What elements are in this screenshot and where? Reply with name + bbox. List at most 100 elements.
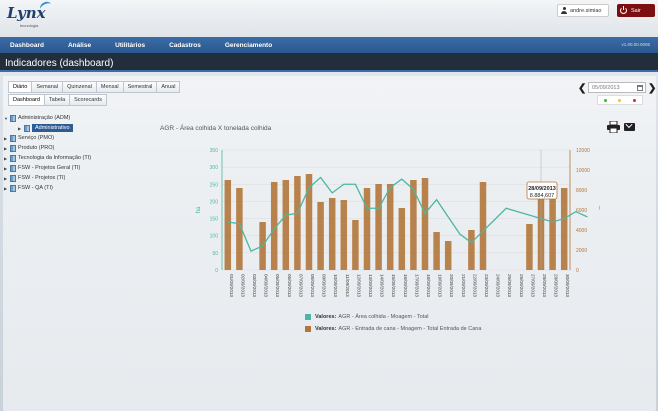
x-tick-label: 10/09/2013	[333, 274, 338, 297]
bar	[479, 182, 487, 270]
expand-arrow-icon[interactable]: ▶	[4, 145, 8, 151]
y2-tick-label: 10000	[576, 168, 590, 174]
top-bar: Lynx tecnologia andre.simiao Sair	[0, 0, 658, 37]
x-tick-label: 12/09/2013	[356, 274, 361, 297]
logout-button[interactable]: Sair	[617, 4, 655, 17]
next-date-button[interactable]: ❯	[648, 83, 657, 94]
y-axis-label: ha	[196, 206, 202, 213]
status-yellow-icon[interactable]	[618, 98, 622, 102]
main-menu: Dashboard Análise Utilitários Cadastros …	[0, 37, 658, 53]
tab-semestral[interactable]: Semestral	[122, 81, 158, 93]
bar	[444, 241, 452, 270]
tooltip-date: 28/09/2013	[528, 186, 556, 192]
bar	[340, 200, 348, 270]
legend-item-line[interactable]: Valores: AGR - Área colhida - Moagem - To…	[305, 311, 481, 323]
expand-arrow-icon[interactable]: ▶	[4, 165, 8, 171]
building-icon	[10, 164, 16, 172]
page-title: Indicadores (dashboard)	[0, 53, 658, 72]
menu-utilitarios[interactable]: Utilitários	[115, 41, 146, 49]
tab-scorecards[interactable]: Scorecards	[69, 94, 107, 106]
tree-item-fsw-qa[interactable]: ▶ FSW - QA (TI)	[4, 184, 53, 192]
building-icon	[10, 144, 16, 152]
expand-arrow-icon[interactable]: ▶	[4, 155, 8, 161]
user-icon	[561, 7, 567, 14]
bar	[386, 184, 394, 270]
email-icon[interactable]	[624, 123, 635, 131]
x-tick-label: 02/09/2013	[240, 274, 245, 297]
bar	[236, 188, 243, 270]
bar	[352, 220, 359, 270]
prev-date-button[interactable]: ❮	[578, 83, 587, 94]
x-tick-label: 04/09/2013	[264, 274, 269, 297]
tab-tabela[interactable]: Tabela	[43, 94, 71, 106]
expand-arrow-icon[interactable]: ▶	[4, 175, 8, 181]
bar	[410, 180, 417, 270]
tree-item-administrativo[interactable]: ▶ Administrativo	[4, 123, 154, 133]
bar	[526, 224, 533, 270]
building-icon	[10, 174, 16, 182]
y2-tick-label: 2000	[576, 248, 587, 254]
tab-dashboard[interactable]: Dashboard	[8, 94, 45, 106]
legend-item-bar[interactable]: Valores: AGR - Entrada de cana - Moagem -…	[305, 323, 481, 335]
expand-arrow-icon[interactable]: ▶	[18, 125, 22, 131]
bar	[224, 180, 232, 270]
x-tick-label: 08/09/2013	[310, 274, 315, 297]
y-tick-label: 350	[210, 148, 219, 154]
x-tick-label: 25/09/2013	[507, 274, 512, 297]
y2-tick-label: 4000	[576, 228, 587, 234]
x-tick-label: 28/09/2013	[542, 274, 547, 297]
tooltip-box	[526, 181, 558, 200]
tree-item-ti[interactable]: ▶ Tecnologia da Informação (TI)	[4, 154, 92, 162]
calendar-icon[interactable]	[637, 85, 643, 91]
tab-semanal[interactable]: Semanal	[31, 81, 64, 93]
chart: 0 50 100 150 200 250 300 350 0 2000 4000 6000 8000 10…	[196, 148, 600, 297]
x-tick-label: 17/09/2013	[414, 274, 419, 297]
expand-arrow-icon[interactable]: ▶	[4, 185, 8, 191]
tree-item-fsw-projetos[interactable]: ▶ FSW - Projetos (TI)	[4, 174, 66, 182]
tab-anual[interactable]: Anual	[156, 81, 181, 93]
tree-item-pro[interactable]: ▶ Produto (PRO)	[4, 144, 55, 152]
x-tick-label: 16/09/2013	[403, 274, 408, 297]
x-tick-label: 01/09/2013	[229, 274, 234, 297]
print-icon[interactable]	[607, 121, 620, 133]
bar	[282, 180, 290, 270]
menu-dashboard[interactable]: Dashboard	[10, 41, 44, 49]
bar	[421, 178, 429, 270]
expand-arrow-icon[interactable]: ▶	[4, 135, 8, 141]
chart-title: AGR - Área colhida X tonelada colhida	[160, 125, 272, 132]
menu-cadastros[interactable]: Cadastros	[169, 41, 201, 49]
tab-quinzenal[interactable]: Quinzenal	[62, 81, 97, 93]
status-lights	[597, 95, 643, 105]
bar	[270, 182, 278, 270]
y-tick-label: 250	[210, 182, 219, 188]
bar	[305, 174, 313, 270]
period-tabs: Diário Semanal Quinzenal Mensal Semestra…	[8, 81, 181, 93]
menu-analise[interactable]: Análise	[67, 41, 92, 49]
bar	[560, 188, 568, 270]
user-box[interactable]: andre.simiao	[557, 4, 609, 17]
legend-swatch	[305, 314, 311, 320]
x-tick-label: 07/09/2013	[298, 274, 303, 297]
tab-mensal[interactable]: Mensal	[95, 81, 124, 93]
x-tick-label: 30/09/2013	[565, 274, 570, 297]
username: andre.simiao	[570, 7, 602, 14]
x-tick-label: 09/09/2013	[322, 274, 327, 297]
bar	[433, 232, 440, 270]
y-tick-label: 150	[210, 217, 219, 223]
status-green-icon[interactable]	[603, 98, 607, 102]
menu-gerenciamento[interactable]: Gerenciamento	[224, 41, 273, 49]
status-red-icon[interactable]	[633, 98, 637, 102]
tree-item-fsw-geral[interactable]: ▶ FSW - Projetos Geral (TI)	[4, 164, 81, 172]
version-label: v1.00.00.0006	[621, 42, 650, 47]
y2-tick-label: 0	[576, 268, 579, 274]
tree-item-pmo[interactable]: ▶ Serviço (PMO)	[4, 134, 55, 142]
tab-diario[interactable]: Diário	[8, 81, 33, 93]
logout-label: Sair	[631, 7, 641, 14]
x-tick-label: 18/09/2013	[426, 274, 431, 297]
collapse-arrow-icon[interactable]: ▼	[4, 115, 8, 121]
x-tick-label: 20/09/2013	[449, 274, 454, 297]
bar	[549, 183, 556, 270]
power-icon	[620, 6, 627, 14]
date-input[interactable]: 05/09/2013	[588, 82, 646, 93]
tree-item-adm[interactable]: ▼ Administração (ADM)	[4, 114, 71, 122]
